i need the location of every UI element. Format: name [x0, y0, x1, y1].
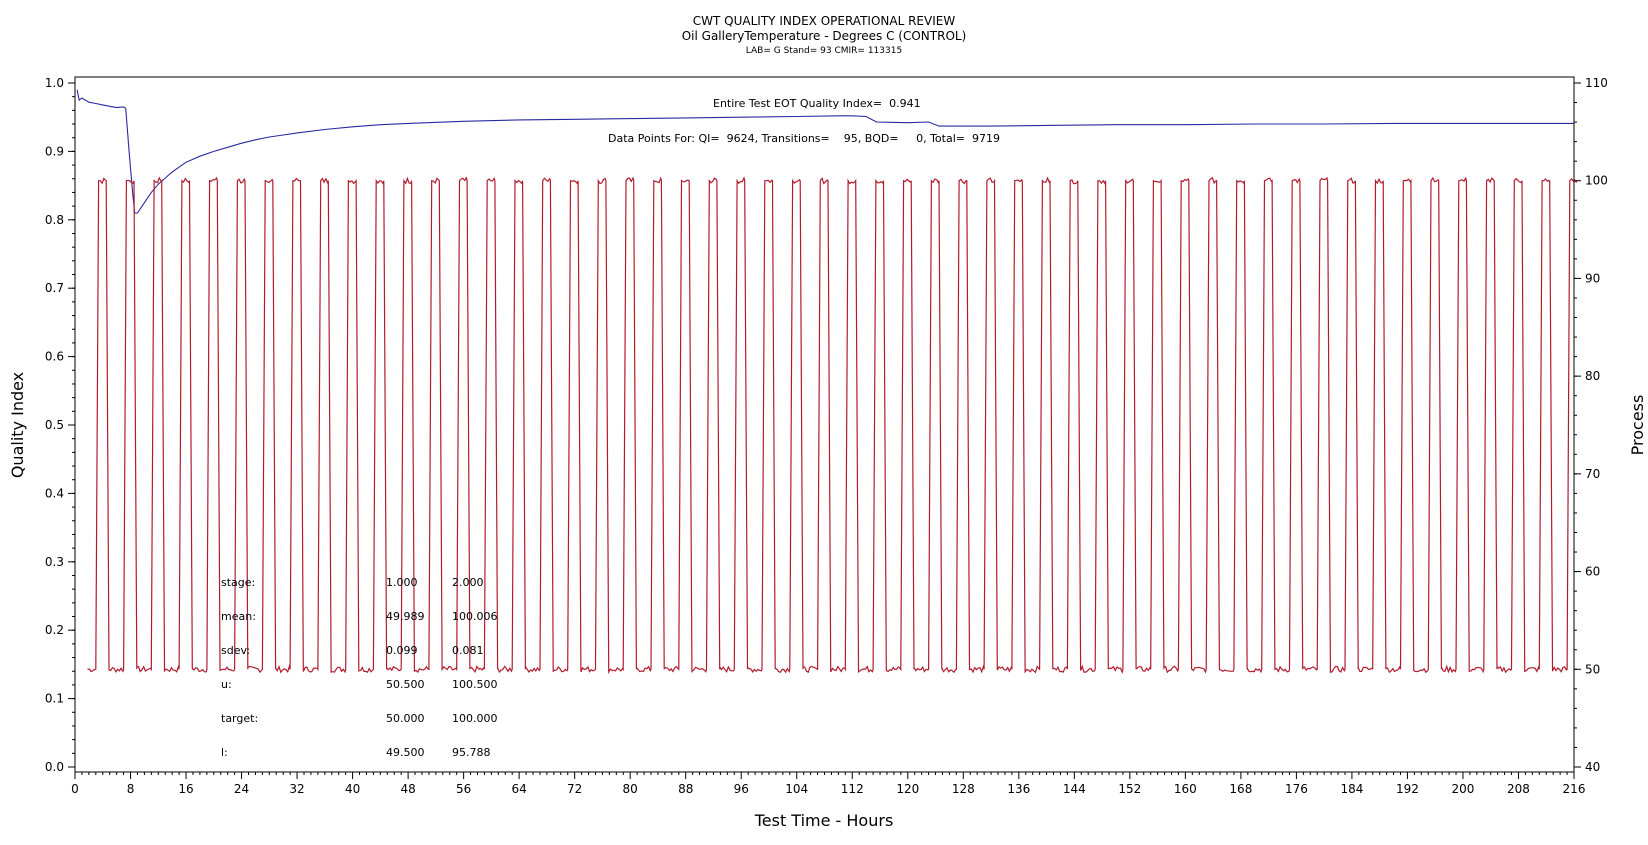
x-tick-label: 24 [234, 782, 249, 796]
x-tick-label: 176 [1285, 782, 1308, 796]
stats-value-stage1: 0.099 [386, 644, 418, 657]
stats-label: l: [221, 746, 228, 759]
y-left-tick-label: 0.5 [45, 418, 64, 432]
y-left-tick-label: 0.9 [45, 144, 64, 158]
x-tick-label: 32 [289, 782, 304, 796]
chart-title-block: CWT QUALITY INDEX OPERATIONAL REVIEW Oil… [682, 14, 967, 56]
x-tick-label: 8 [127, 782, 135, 796]
x-tick-label: 80 [623, 782, 638, 796]
chart-subtitle: Oil GalleryTemperature - Degrees C (CONT… [682, 29, 967, 43]
stats-label: mean: [221, 610, 256, 623]
y-right-tick-label: 60 [1585, 565, 1600, 579]
y-right-tick-label: 90 [1585, 271, 1600, 285]
stats-value-stage2: 95.788 [452, 746, 491, 759]
chart-subtitle-lab: LAB= G Stand= 93 CMIR= 113315 [746, 46, 902, 56]
stats-table: stage: 1.000 2.000 mean: 49.989 100.006 sdev: 0… [221, 576, 498, 759]
x-tick-label: 96 [734, 782, 749, 796]
x-tick-label: 104 [785, 782, 808, 796]
x-tick-label: 40 [345, 782, 360, 796]
plot-area: 0 8 16 24 32 40 48 56 64 72 80 88 96 104 112 120 128 136 1… [45, 76, 1608, 796]
stats-value-stage2: 0.081 [452, 644, 484, 657]
x-tick-label: 56 [456, 782, 471, 796]
y-left-tick-label: 0.0 [45, 760, 64, 774]
chart-title: CWT QUALITY INDEX OPERATIONAL REVIEW [693, 14, 956, 28]
x-tick-label: 112 [841, 782, 864, 796]
y-left-tick-label: 0.8 [45, 213, 64, 227]
stats-label: stage: [221, 576, 255, 589]
stats-value-stage2: 100.500 [452, 678, 498, 691]
plot-frame [74, 76, 1575, 773]
x-tick-label: 200 [1452, 782, 1475, 796]
process-series-line [87, 176, 1578, 675]
stats-value-stage1: 50.000 [386, 712, 425, 725]
x-tick-label: 192 [1396, 782, 1419, 796]
x-tick-label: 168 [1229, 782, 1252, 796]
x-axis-label: Test Time - Hours [754, 811, 894, 830]
stats-value-stage2: 100.000 [452, 712, 498, 725]
x-tick-label: 64 [512, 782, 527, 796]
x-tick-label: 16 [178, 782, 193, 796]
y-right-tick-label: 80 [1585, 369, 1600, 383]
stats-label: u: [221, 678, 232, 691]
y-axis-label-right: Process [1628, 395, 1647, 456]
x-tick-label: 136 [1007, 782, 1030, 796]
y-right-tick-label: 50 [1585, 662, 1600, 676]
x-tick-label: 216 [1563, 782, 1586, 796]
y-left-tick-label: 0.4 [45, 486, 64, 500]
y-axis-label-left: Quality Index [8, 372, 27, 478]
stats-value-stage2: 100.006 [452, 610, 498, 623]
stats-value-stage1: 50.500 [386, 678, 425, 691]
y-right-tick-label: 110 [1585, 76, 1608, 90]
y-left-tick-label: 0.7 [45, 281, 64, 295]
y-left-tick-label: 1.0 [45, 76, 64, 90]
y-left-tick-label: 0.3 [45, 555, 64, 569]
stats-label: sdev: [221, 644, 250, 657]
y-left-tick-label: 0.1 [45, 692, 64, 706]
x-tick-label: 72 [567, 782, 582, 796]
x-tick-label: 144 [1063, 782, 1086, 796]
annotation-data-points: Data Points For: QI= 9624, Transitions= … [608, 132, 1000, 145]
y-left-tick-label: 0.6 [45, 350, 64, 364]
x-tick-label: 152 [1118, 782, 1141, 796]
stats-label: target: [221, 712, 258, 725]
x-tick-label: 208 [1507, 782, 1530, 796]
quality-index-series-line [76, 89, 1574, 214]
x-tick-label: 120 [896, 782, 919, 796]
x-tick-label: 48 [400, 782, 415, 796]
stats-value-stage1: 1.000 [386, 576, 418, 589]
x-tick-label: 0 [71, 782, 79, 796]
y-right-tick-label: 70 [1585, 467, 1600, 481]
x-tick-label: 88 [678, 782, 693, 796]
stats-value-stage1: 49.989 [386, 610, 425, 623]
series [76, 89, 1578, 675]
y-right-tick-label: 40 [1585, 760, 1600, 774]
y-left-tick-label: 0.2 [45, 623, 64, 637]
x-tick-label: 184 [1340, 782, 1363, 796]
axis-ticks: 0 8 16 24 32 40 48 56 64 72 80 88 96 104 112 120 128 136 1… [45, 76, 1608, 796]
x-tick-label: 128 [952, 782, 975, 796]
x-tick-label: 160 [1174, 782, 1197, 796]
stats-value-stage1: 49.500 [386, 746, 425, 759]
annotation-quality-index: Entire Test EOT Quality Index= 0.941 [713, 97, 921, 110]
y-right-tick-label: 100 [1585, 174, 1608, 188]
stats-value-stage2: 2.000 [452, 576, 484, 589]
